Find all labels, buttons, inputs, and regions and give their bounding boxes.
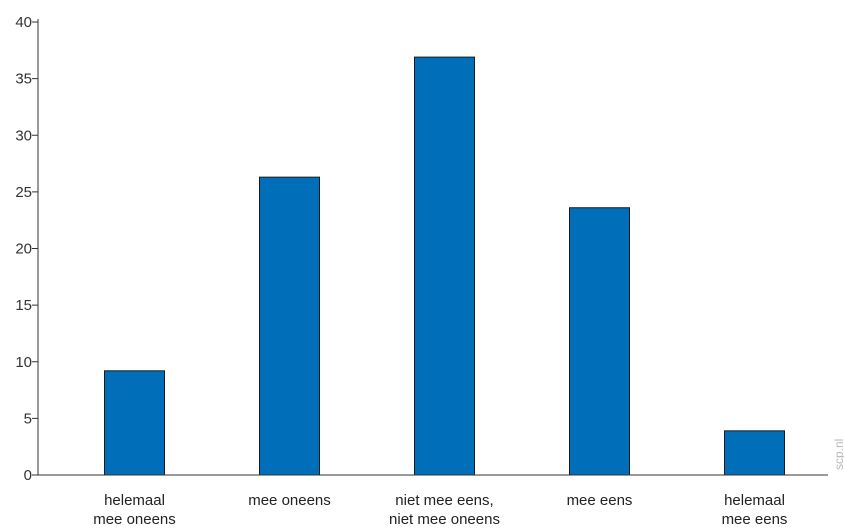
y-tick-label: 30 [15,127,32,144]
bar [724,430,785,476]
y-tick-label: 40 [15,14,32,31]
x-category-label: niet mee eens, [395,492,493,509]
bar [414,56,475,476]
x-category-label: mee oneens [93,511,176,528]
x-category-label: helemaal [724,492,785,509]
y-tick-label: 25 [15,184,32,201]
watermark: scp.nl [832,439,844,470]
x-category-label: helemaal [104,492,165,509]
bar [569,207,630,476]
x-category-label: mee eens [722,511,788,528]
y-tick-label: 35 [15,71,32,88]
y-axis: 0 5 10 15 20 25 30 35 40 [15,14,39,484]
y-tick-label: 20 [15,241,32,258]
y-tick-label: 15 [15,297,32,314]
x-category-label: mee oneens [248,492,331,509]
x-category-label: mee eens [567,492,633,509]
bar [104,370,165,476]
y-tick-label: 10 [15,354,32,371]
y-tick-label: 0 [24,467,32,484]
bars [104,56,785,476]
bar [259,176,320,476]
x-category-label: niet mee oneens [389,511,500,528]
x-axis: helemaal mee oneens mee oneens niet mee een… [38,474,828,528]
y-tick-label: 5 [24,410,32,427]
